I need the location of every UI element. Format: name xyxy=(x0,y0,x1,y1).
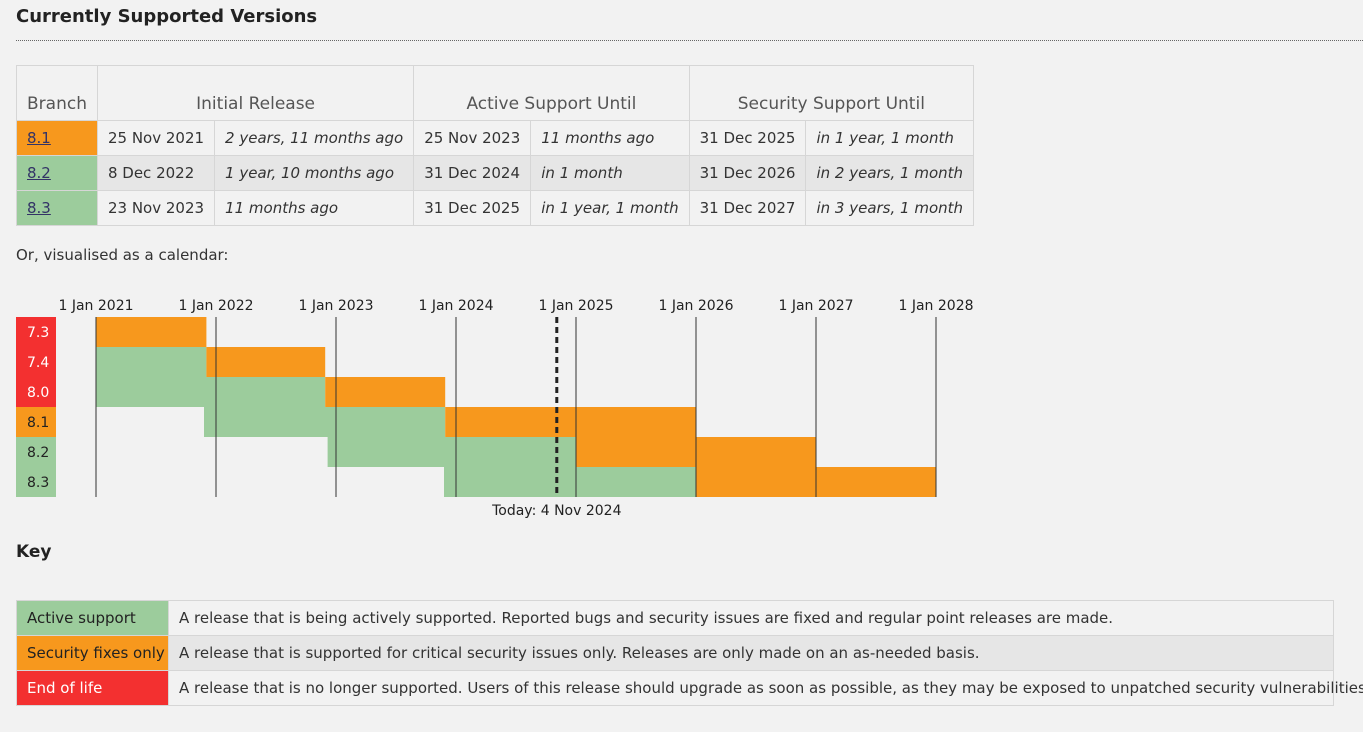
key-description: A release that is no longer supported. U… xyxy=(168,670,1363,706)
bars xyxy=(96,317,936,497)
key-row: Security fixes only A release that is sup… xyxy=(16,635,1334,671)
version-row: 8.2 8 Dec 2022 1 year, 10 months ago 31 Dec… xyxy=(16,155,975,191)
version-row: 8.3 23 Nov 2023 11 months ago 31 Dec 2025 in… xyxy=(16,190,975,226)
date: 8 Dec 2022 xyxy=(96,155,216,191)
calendar: 7.3 7.4 8.0 8.1 8.2 8.3 1 Jan 2021 1 Jan 2022 1 … xyxy=(16,298,974,519)
year-label: 1 Jan 2024 xyxy=(418,298,493,314)
active-bar xyxy=(204,407,446,437)
security-bar xyxy=(206,347,326,377)
date: 25 Nov 2023 xyxy=(413,120,532,156)
key-description: A release that is being actively support… xyxy=(168,600,1334,636)
relative-date: in 2 years, 1 month xyxy=(805,155,975,191)
key-description: A release that is supported for critical… xyxy=(168,635,1334,671)
today-label: Today: 4 Nov 2024 xyxy=(491,503,621,519)
security-bar xyxy=(325,377,446,407)
branch-cell: 8.2 xyxy=(16,155,98,191)
key-label: End of life xyxy=(16,670,169,706)
date: 31 Dec 2027 xyxy=(688,190,807,226)
branch-label: 8.2 xyxy=(27,445,49,461)
active-bar xyxy=(96,377,326,407)
branch-label-bg xyxy=(16,347,56,377)
column-header: Branch xyxy=(16,65,98,121)
key-title: Key xyxy=(16,542,52,562)
key-row: End of life A release that is no longer s… xyxy=(16,670,1363,706)
date: 31 Dec 2025 xyxy=(688,120,807,156)
key-label: Active support xyxy=(16,600,169,636)
relative-date: in 1 year, 1 month xyxy=(530,190,690,226)
branch-label: 8.3 xyxy=(27,475,49,491)
date: 31 Dec 2024 xyxy=(413,155,532,191)
date: 23 Nov 2023 xyxy=(96,190,216,226)
date: 31 Dec 2026 xyxy=(688,155,807,191)
branch-cell: 8.1 xyxy=(16,120,98,156)
separator xyxy=(16,40,1363,41)
relative-date: 1 year, 10 months ago xyxy=(214,155,415,191)
relative-date: in 1 month xyxy=(530,155,690,191)
year-label: 1 Jan 2022 xyxy=(178,298,253,314)
branch-label: 8.1 xyxy=(27,415,49,431)
year-label: 1 Jan 2021 xyxy=(58,298,133,314)
versions-table: Branch Initial Release Active Support Unti… xyxy=(16,65,975,226)
year-label: 1 Jan 2027 xyxy=(778,298,853,314)
column-header: Security Support Until xyxy=(688,65,975,121)
page-title: Currently Supported Versions xyxy=(16,6,318,27)
branch-link[interactable]: 8.1 xyxy=(27,129,51,147)
header-row: Branch Initial Release Active Support Unti… xyxy=(16,65,975,121)
relative-date: in 3 years, 1 month xyxy=(805,190,975,226)
branch-label: 7.4 xyxy=(27,355,49,371)
security-bar xyxy=(96,317,207,347)
branch-label-bg xyxy=(16,437,56,467)
year-label: 1 Jan 2026 xyxy=(658,298,733,314)
branch-label: 8.0 xyxy=(27,385,49,401)
year-label: 1 Jan 2025 xyxy=(538,298,613,314)
key-label: Security fixes only xyxy=(16,635,169,671)
version-row: 8.1 25 Nov 2021 2 years, 11 months ago 25 N… xyxy=(16,120,975,156)
branch-label-bg xyxy=(16,467,56,497)
branch-label-bg xyxy=(16,377,56,407)
branch-link[interactable]: 8.3 xyxy=(27,199,51,217)
active-bar xyxy=(96,347,207,377)
branch-label-bg xyxy=(16,317,56,347)
date: 31 Dec 2025 xyxy=(413,190,532,226)
branch-link[interactable]: 8.2 xyxy=(27,164,51,182)
column-header: Initial Release xyxy=(96,65,415,121)
relative-date: in 1 year, 1 month xyxy=(805,120,975,156)
branch-label: 7.3 xyxy=(27,325,49,341)
security-bar xyxy=(445,407,696,437)
year-label: 1 Jan 2023 xyxy=(298,298,373,314)
active-bar xyxy=(327,437,576,467)
year-label: 1 Jan 2028 xyxy=(898,298,973,314)
branch-label-bg xyxy=(16,407,56,437)
active-bar xyxy=(444,467,696,497)
relative-date: 2 years, 11 months ago xyxy=(214,120,415,156)
calendar-intro: Or, visualised as a calendar: xyxy=(16,246,229,264)
key-row: Active support A release that is being ac… xyxy=(16,600,1334,636)
relative-date: 11 months ago xyxy=(530,120,690,156)
relative-date: 11 months ago xyxy=(214,190,415,226)
branch-cell: 8.3 xyxy=(16,190,98,226)
key-table: Active support A release that is being ac… xyxy=(16,600,1363,706)
date: 25 Nov 2021 xyxy=(96,120,216,156)
column-header: Active Support Until xyxy=(413,65,690,121)
